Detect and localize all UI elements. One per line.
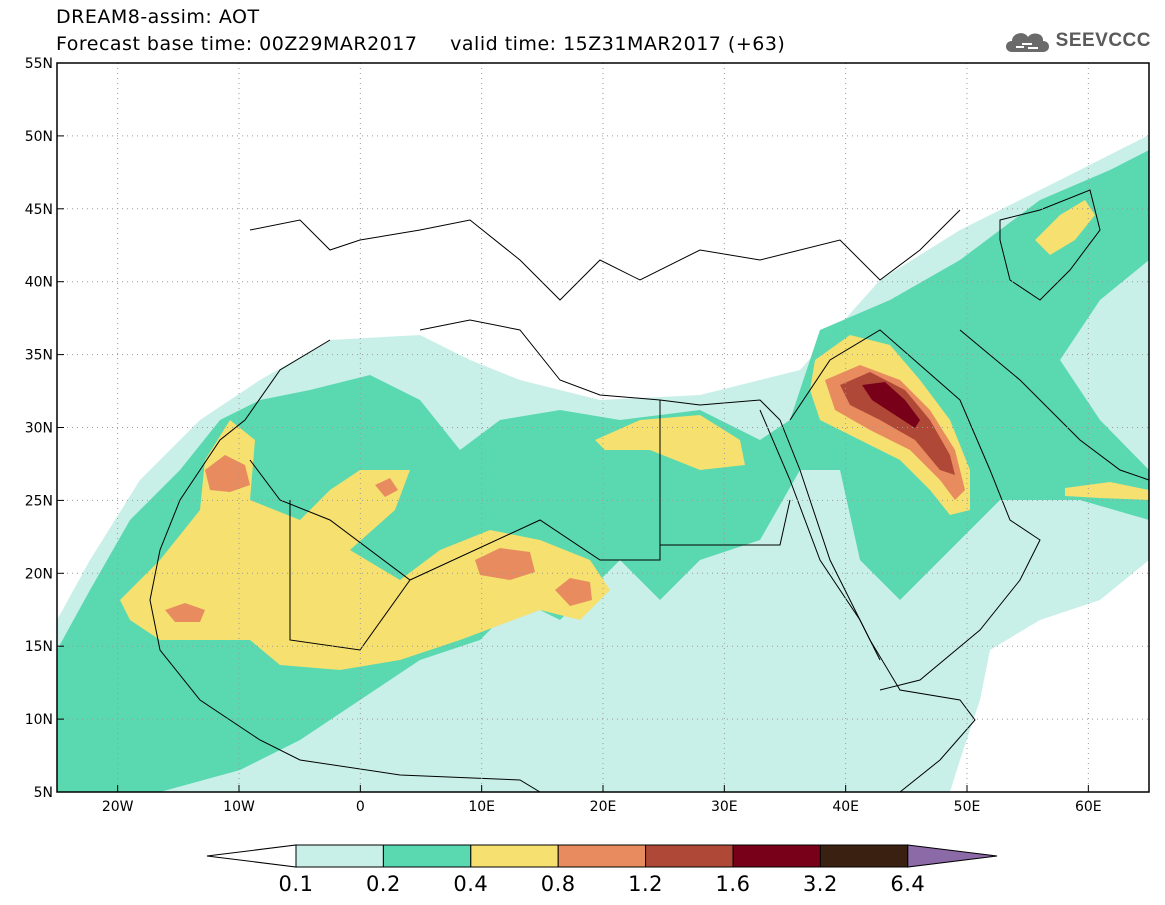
iran-coast (959, 329, 1149, 481)
lon-tick-label: 60E (1075, 799, 1102, 815)
colorbar-swatch-3.2 (819, 844, 909, 868)
lat-tick-label: 55N (25, 56, 53, 72)
colorbar-swatch-0.4 (470, 844, 559, 868)
aot-contour-1.2 (840, 372, 955, 475)
colorbar-level-label: 3.2 (802, 872, 838, 896)
lat-tick-label: 30N (25, 421, 53, 437)
aot-contour-0.8-a (205, 455, 250, 492)
caspian-coast (999, 189, 1101, 301)
colorbar-swatch-1.6 (732, 844, 821, 868)
lat-tick-label: 5N (34, 785, 53, 801)
colorbar-level-label: 6.4 (890, 872, 926, 896)
colorbar-level-label: 1.2 (628, 872, 664, 896)
map-title: DREAM8-assim: AOT (56, 6, 260, 28)
lat-tick-label: 45N (25, 202, 53, 218)
base-time-label: Forecast base time: 00Z29MAR2017 (56, 33, 418, 55)
lon-tick-label: 20E (590, 799, 617, 815)
lon-tick-label: 0 (356, 799, 365, 815)
red-sea-coast (759, 409, 881, 661)
logo-text: SEEVCCC (1055, 30, 1151, 51)
lat-tick-label: 25N (25, 493, 53, 509)
lon-tick-label: 10E (468, 799, 495, 815)
lat-tick-label: 10N (25, 712, 53, 728)
lat-tick-label: 50N (25, 129, 53, 145)
colorbar-level-label: 0.4 (453, 872, 489, 896)
gridlines (57, 63, 1149, 792)
border-line-1 (249, 400, 661, 581)
colorbar-high-arrow (907, 844, 998, 868)
colorbar-level-label: 0.2 (365, 872, 401, 896)
coastlines (149, 189, 1149, 792)
colorbar-low-arrow (206, 844, 297, 868)
forecast-time-line: Forecast base time: 00Z29MAR2017 valid t… (56, 33, 785, 55)
lat-tick-label: 35N (25, 348, 53, 364)
axis-ticks: 55N 50N 45N 40N 35N 30N 25N 20N 15N 10N 5N 20W 10W 0 1… (25, 56, 1102, 815)
aot-contour-0.8-c (475, 548, 535, 580)
aot-contour-0.4-caspian (1035, 200, 1095, 255)
colorbar-level-label: 0.1 (278, 872, 314, 896)
lat-tick-label: 15N (25, 639, 53, 655)
colorbar (206, 844, 998, 868)
lon-tick-label: 10W (223, 799, 255, 815)
lon-tick-label: 50E (954, 799, 981, 815)
aot-contour-0.4-gulf (1065, 482, 1149, 500)
africa-coast (419, 319, 976, 792)
west-africa-coast (149, 339, 541, 792)
colorbar-swatch-0.2 (382, 844, 472, 868)
seevccc-logo: SEEVCCC (1002, 26, 1151, 56)
colorbar-swatch-0.1 (295, 844, 384, 868)
aot-contour-0.8-b (165, 603, 205, 622)
aot-contour-1.6 (862, 382, 920, 428)
colorbar-swatch-0.8 (557, 844, 647, 868)
aot-contour-0.8-e (375, 478, 398, 497)
arabia-coast (789, 329, 1041, 691)
valid-time-label: valid time: 15Z31MAR2017 (+63) (450, 33, 786, 55)
lat-tick-label: 20N (25, 566, 53, 582)
cloud-icon (1005, 33, 1049, 52)
lon-tick-label: 40E (832, 799, 859, 815)
colorbar-level-label: 1.6 (715, 872, 751, 896)
border-line-2 (289, 500, 411, 651)
lat-tick-label: 40N (25, 275, 53, 291)
europe-coast (249, 209, 961, 301)
border-line-3 (660, 499, 791, 546)
colorbar-swatch-1.2 (645, 844, 734, 868)
aot-contour-0.4-libya (595, 415, 745, 470)
lon-tick-label: 20W (102, 799, 134, 815)
lon-tick-label: 30E (711, 799, 738, 815)
aot-contour-0.8-d (555, 578, 592, 606)
colorbar-level-label: 0.8 (540, 872, 576, 896)
